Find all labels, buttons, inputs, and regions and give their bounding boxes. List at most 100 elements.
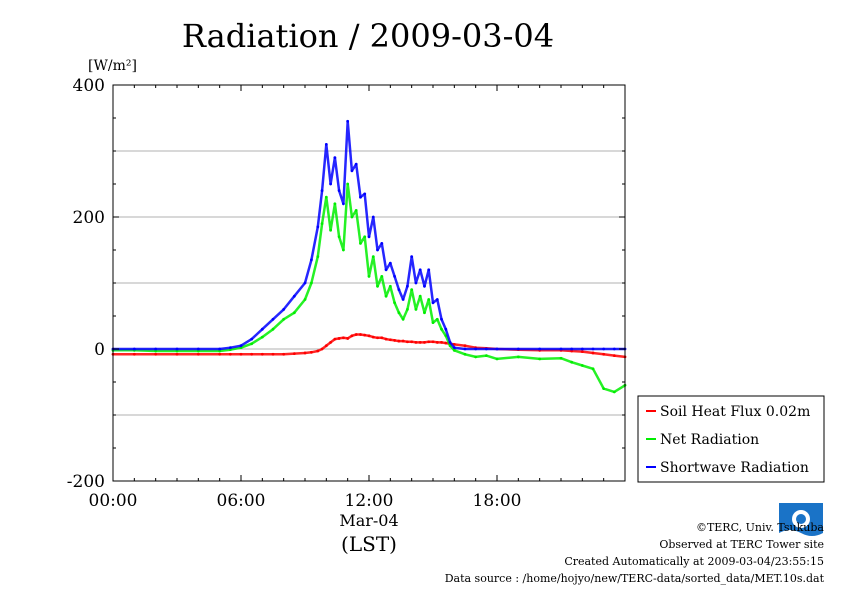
series-point-1 (316, 255, 320, 258)
footer-created: Created Automatically at 2009-03-04/23:5… (564, 555, 824, 568)
series-point-0 (250, 352, 254, 356)
series-point-0 (406, 340, 409, 344)
series-point-1 (250, 342, 254, 346)
series-point-0 (580, 350, 584, 354)
series-point-2 (380, 242, 384, 245)
series-layer (111, 119, 627, 394)
series-point-2 (612, 347, 616, 351)
series-point-1 (384, 294, 388, 298)
series-point-0 (410, 340, 414, 344)
series-point-2 (292, 294, 296, 298)
series-point-1 (367, 275, 371, 278)
series-point-2 (397, 288, 401, 291)
series-point-0 (423, 341, 426, 344)
series-point-0 (320, 347, 324, 351)
series-point-1 (218, 349, 222, 353)
series-point-1 (303, 298, 307, 301)
series-point-2 (602, 347, 606, 351)
series-point-2 (271, 317, 275, 321)
series-point-1 (260, 335, 264, 339)
series-point-1 (333, 202, 337, 206)
series-point-1 (414, 308, 418, 311)
series-point-1 (559, 356, 563, 360)
series-point-0 (132, 352, 136, 356)
series-point-0 (218, 352, 222, 356)
series-point-2 (363, 192, 367, 196)
series-point-0 (435, 341, 439, 344)
series-point-0 (333, 337, 337, 341)
legend-label: Net Radiation (660, 432, 759, 448)
series-point-0 (363, 333, 367, 337)
series-point-2 (570, 347, 574, 351)
series-point-2 (406, 284, 409, 288)
series-point-1 (484, 354, 488, 357)
series-point-2 (324, 143, 328, 146)
series-point-1 (354, 209, 358, 212)
series-point-2 (196, 347, 200, 351)
series-point-0 (354, 333, 358, 336)
series-point-0 (427, 340, 431, 344)
series-point-1 (440, 327, 443, 331)
series-point-1 (329, 228, 332, 232)
series-point-0 (376, 336, 379, 340)
series-point-0 (431, 340, 435, 344)
series-point-1 (393, 301, 396, 305)
series-point-2 (367, 235, 371, 239)
x-tick-label: 12:00 (345, 491, 394, 511)
series-point-1 (371, 255, 375, 258)
series-point-0 (324, 344, 328, 348)
series-point-1 (342, 248, 345, 252)
series-point-0 (228, 352, 232, 356)
x-axis-date-label: Mar-04 (339, 511, 398, 530)
series-point-2 (440, 317, 443, 321)
series-point-2 (495, 347, 499, 351)
terc-logo (779, 503, 823, 541)
series-point-1 (380, 275, 384, 278)
x-tick-label: 06:00 (217, 491, 266, 511)
series-point-2 (384, 268, 388, 272)
legend-label: Shortwave Radiation (660, 460, 809, 476)
series-point-1 (495, 357, 499, 361)
series-point-0 (350, 334, 354, 338)
series-point-0 (612, 354, 616, 357)
series-point-2 (444, 327, 448, 331)
series-point-1 (154, 349, 158, 353)
series-point-0 (401, 339, 405, 343)
y-tick-label: -200 (67, 472, 105, 492)
series-point-1 (431, 321, 435, 324)
series-point-0 (271, 352, 275, 356)
series-point-2 (418, 268, 422, 272)
footer-source: Data source : /home/hojyo/new/TERC-data/… (444, 572, 824, 585)
series-point-0 (371, 335, 375, 339)
series-point-2 (427, 268, 431, 272)
series-point-0 (444, 341, 448, 345)
series-point-1 (463, 352, 467, 356)
series-point-0 (367, 334, 371, 338)
series-point-2 (346, 119, 350, 123)
legend-label: Soil Heat Flux 0.02m (660, 404, 810, 420)
series-point-1 (363, 235, 367, 239)
series-point-1 (346, 182, 350, 186)
series-point-2 (423, 284, 426, 288)
series-point-1 (282, 317, 286, 321)
series-point-0 (570, 349, 574, 353)
series-point-0 (154, 352, 158, 356)
series-point-2 (218, 347, 222, 351)
series-point-1 (435, 317, 439, 321)
series-point-2 (448, 341, 452, 344)
grid-lines (113, 150, 625, 416)
series-line-2 (113, 120, 625, 351)
series-point-2 (591, 347, 595, 351)
series-point-1 (410, 288, 414, 291)
y-axis-ticks: -200 0 200 400 (67, 76, 625, 492)
series-point-0 (346, 337, 350, 340)
series-point-1 (427, 298, 431, 301)
series-point-1 (401, 317, 405, 321)
footer-observed: Observed at TERC Tower site (659, 538, 824, 551)
series-point-0 (393, 339, 396, 342)
series-point-1 (602, 387, 606, 390)
series-point-1 (324, 195, 328, 199)
series-point-2 (376, 248, 379, 252)
series-point-1 (474, 355, 478, 359)
series-point-1 (196, 349, 200, 353)
